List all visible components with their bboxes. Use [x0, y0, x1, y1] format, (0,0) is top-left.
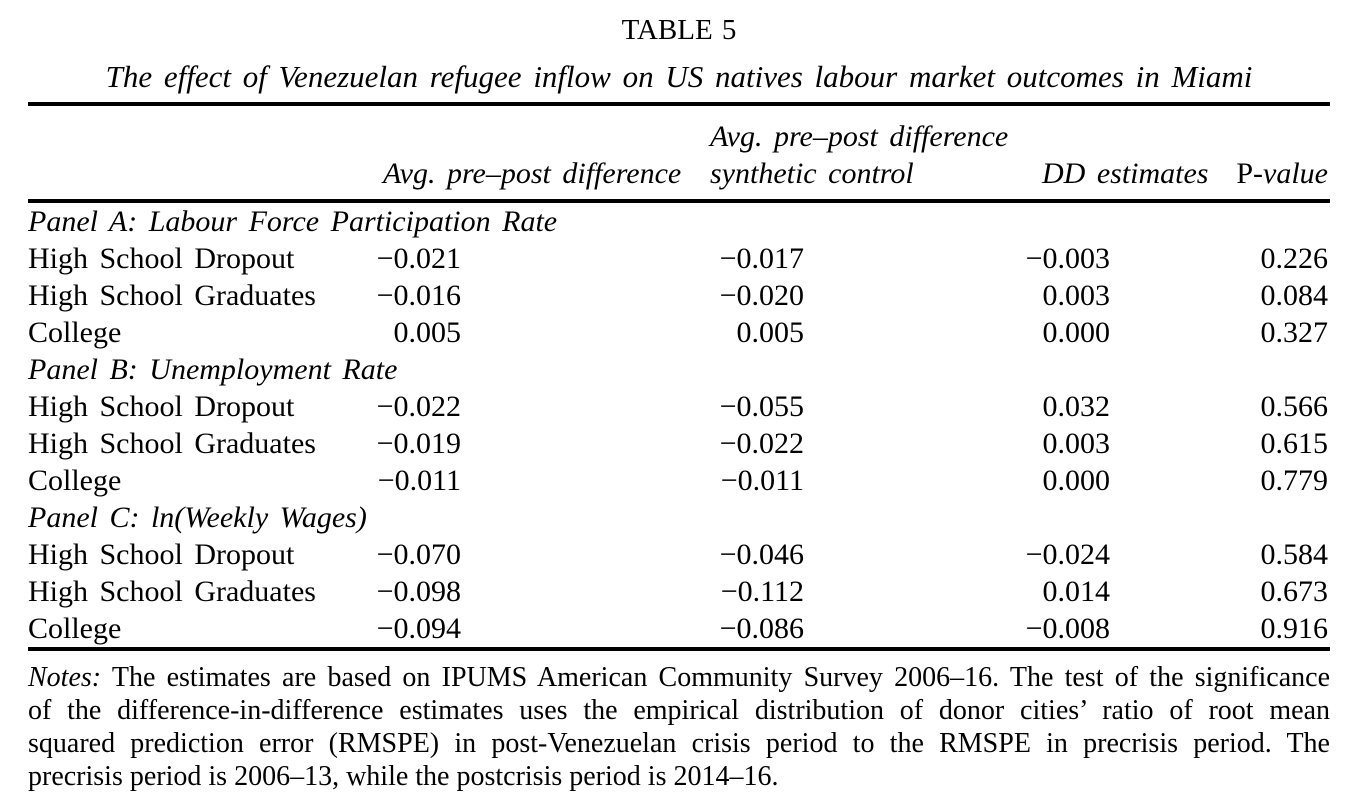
notes-line: precrisis period is 2006–13, while the p… — [28, 761, 779, 792]
notes-line: squared prediction error (RMSPE) in post… — [28, 728, 1330, 759]
row-label: College — [28, 316, 122, 349]
table-header: Avg. pre–post difference Avg. pre–post d… — [28, 104, 1330, 203]
table-row: High School Dropout −0.022 −0.055 0.032 … — [28, 388, 1330, 425]
table-row: High School Dropout −0.021 −0.017 −0.003… — [28, 240, 1330, 277]
table-notes: Notes: The estimates are based on IPUMS … — [28, 651, 1330, 793]
row-label: High School Graduates — [28, 575, 316, 608]
cell-p-value: 0.327 — [1260, 316, 1329, 349]
table-row: High School Graduates −0.016 −0.020 0.00… — [28, 277, 1330, 314]
table-row: College −0.094 −0.086 −0.008 0.916 — [28, 610, 1330, 649]
panel-header-c: Panel C: ln(Weekly Wages) — [28, 499, 1330, 536]
cell-avg-diff-synthetic: −0.055 — [719, 390, 804, 423]
panel-label: Panel B: Unemployment Rate — [28, 353, 398, 386]
cell-avg-diff: −0.016 — [376, 279, 461, 312]
cell-p-value: 0.084 — [1260, 279, 1329, 312]
cell-p-value: 0.673 — [1260, 575, 1329, 608]
cell-avg-diff: −0.021 — [376, 242, 461, 275]
cell-p-value: 0.566 — [1260, 390, 1329, 423]
table-row: High School Graduates −0.098 −0.112 0.01… — [28, 573, 1330, 610]
cell-avg-diff: 0.005 — [393, 316, 462, 349]
table-body: Panel A: Labour Force Participation Rate… — [28, 201, 1330, 649]
cell-avg-diff-synthetic: −0.112 — [720, 575, 804, 608]
table-row: High School Dropout −0.070 −0.046 −0.024… — [28, 536, 1330, 573]
cell-avg-diff: −0.011 — [377, 464, 461, 497]
cell-dd-estimate: 0.000 — [1042, 316, 1111, 349]
table-caption: The effect of Venezuelan refugee inflow … — [105, 59, 1253, 94]
cell-p-value: 0.615 — [1260, 427, 1329, 460]
cell-avg-diff-synthetic: −0.046 — [719, 538, 804, 571]
table-row: College −0.011 −0.011 0.000 0.779 — [28, 462, 1330, 499]
column-header-avg-diff: Avg. pre–post difference — [355, 104, 700, 203]
column-header-empty — [28, 104, 355, 203]
cell-avg-diff: −0.098 — [376, 575, 461, 608]
cell-dd-estimate: 0.003 — [1042, 427, 1111, 460]
cell-avg-diff: −0.094 — [376, 612, 461, 645]
table-row: College 0.005 0.005 0.000 0.327 — [28, 314, 1330, 351]
row-label: High School Dropout — [28, 242, 295, 275]
cell-avg-diff-synthetic: −0.020 — [719, 279, 804, 312]
cell-dd-estimate: 0.000 — [1042, 464, 1111, 497]
results-table: Avg. pre–post difference Avg. pre–post d… — [28, 102, 1330, 651]
cell-p-value: 0.226 — [1260, 242, 1329, 275]
row-label: College — [28, 464, 122, 497]
table-row: High School Graduates −0.019 −0.022 0.00… — [28, 425, 1330, 462]
cell-dd-estimate: 0.032 — [1042, 390, 1111, 423]
cell-dd-estimate: 0.003 — [1042, 279, 1111, 312]
notes-label: Notes: — [28, 662, 102, 693]
column-header-avg-diff-synthetic: Avg. pre–post difference synthetic contr… — [700, 104, 1020, 203]
cell-avg-diff: −0.019 — [376, 427, 461, 460]
cell-dd-estimate: 0.014 — [1042, 575, 1111, 608]
cell-avg-diff-synthetic: −0.022 — [719, 427, 804, 460]
row-label: High School Dropout — [28, 538, 295, 571]
row-label: College — [28, 612, 122, 645]
panel-label: Panel C: ln(Weekly Wages) — [28, 501, 367, 534]
column-header-p-value: P-value — [1215, 104, 1330, 203]
cell-dd-estimate: −0.024 — [1025, 538, 1110, 571]
cell-avg-diff: −0.022 — [376, 390, 461, 423]
row-label: High School Graduates — [28, 279, 316, 312]
column-header-dd-estimates: DD estimates — [1020, 104, 1215, 203]
cell-dd-estimate: −0.003 — [1025, 242, 1110, 275]
panel-header-b: Panel B: Unemployment Rate — [28, 351, 1330, 388]
cell-avg-diff: −0.070 — [376, 538, 461, 571]
header-row: Avg. pre–post difference Avg. pre–post d… — [28, 104, 1330, 203]
panel-header-a: Panel A: Labour Force Participation Rate — [28, 201, 1330, 240]
cell-avg-diff-synthetic: −0.017 — [719, 242, 804, 275]
cell-avg-diff-synthetic: −0.011 — [720, 464, 804, 497]
notes-line: of the difference-in-difference estimate… — [28, 695, 1330, 726]
panel-label: Panel A: Labour Force Participation Rate — [28, 205, 558, 238]
cell-p-value: 0.779 — [1260, 464, 1329, 497]
cell-p-value: 0.916 — [1260, 612, 1329, 645]
cell-avg-diff-synthetic: 0.005 — [736, 316, 805, 349]
table-number: TABLE 5 — [621, 14, 737, 46]
cell-avg-diff-synthetic: −0.086 — [719, 612, 804, 645]
cell-p-value: 0.584 — [1260, 538, 1329, 571]
row-label: High School Graduates — [28, 427, 316, 460]
notes-line: Notes: The estimates are based on IPUMS … — [28, 662, 1330, 693]
row-label: High School Dropout — [28, 390, 295, 423]
cell-dd-estimate: −0.008 — [1025, 612, 1110, 645]
